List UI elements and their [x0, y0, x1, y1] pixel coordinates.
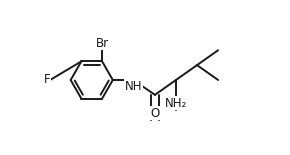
Text: NH₂: NH₂: [165, 97, 187, 110]
Text: NH: NH: [125, 80, 142, 93]
Text: F: F: [44, 73, 50, 86]
Text: Br: Br: [96, 37, 109, 50]
Text: O: O: [150, 107, 160, 120]
